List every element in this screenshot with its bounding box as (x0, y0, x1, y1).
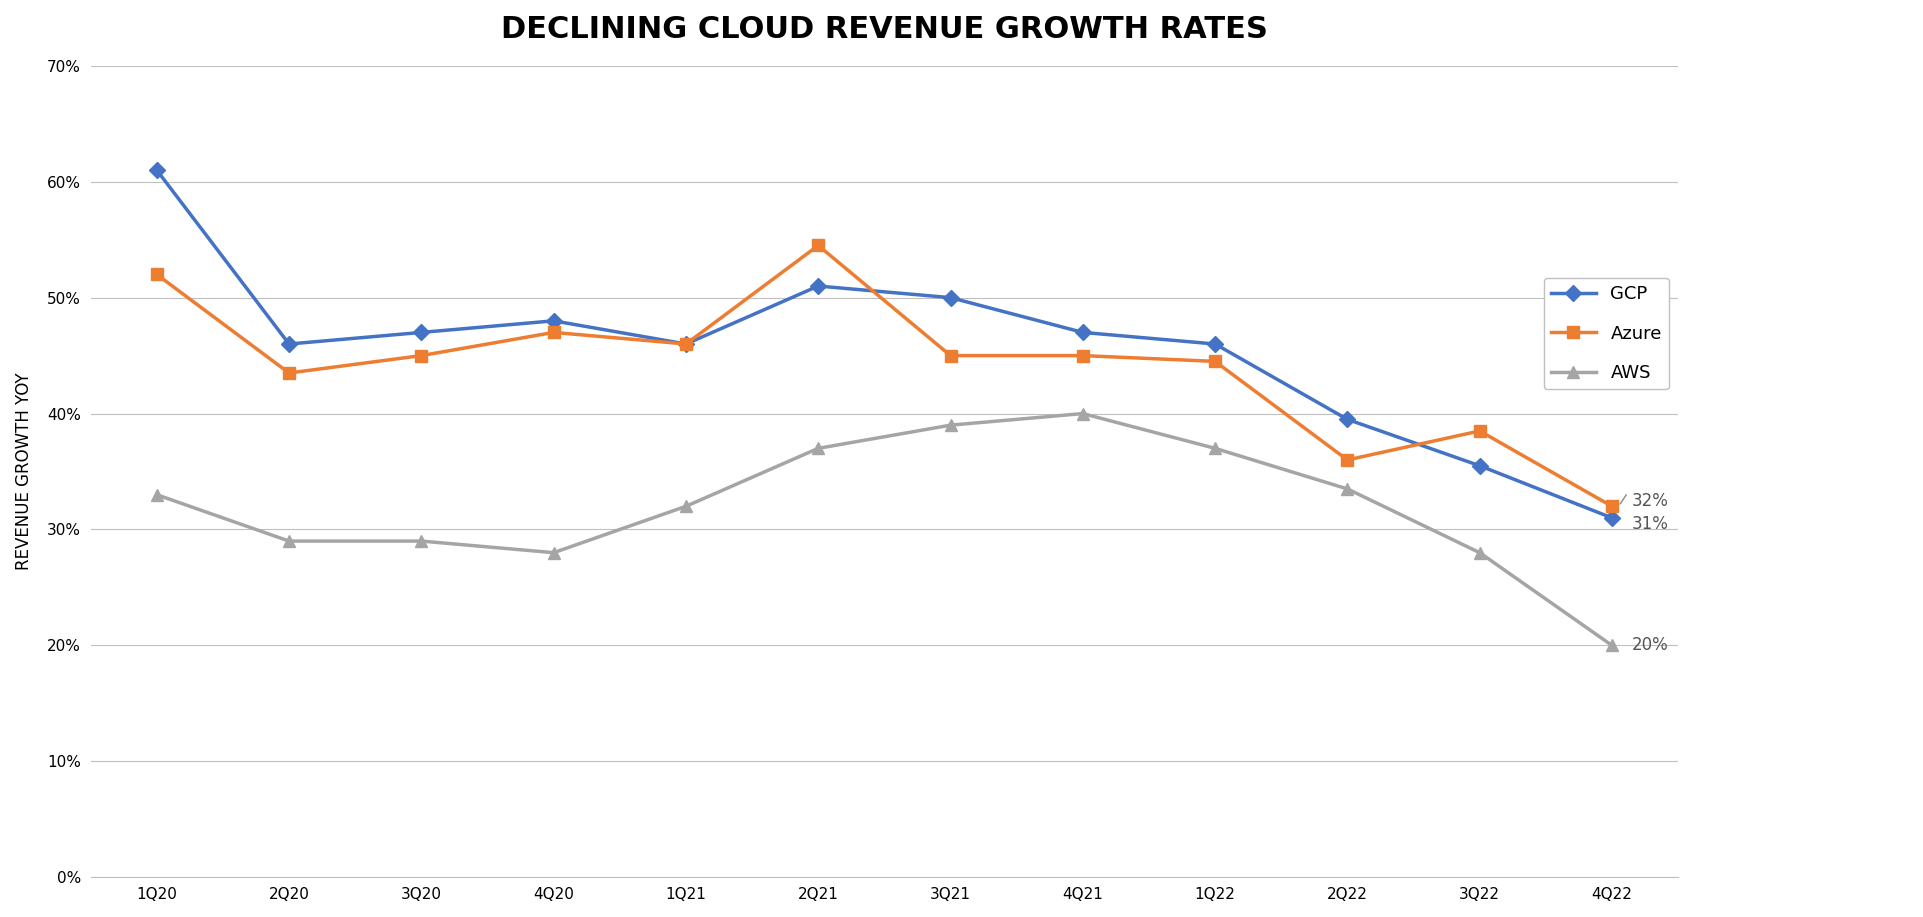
Azure (277, 368, 300, 379)
GCP (410, 327, 433, 338)
Azure (1204, 356, 1227, 367)
AWS (277, 536, 300, 547)
GCP (144, 165, 167, 176)
GCP (1071, 327, 1094, 338)
Azure (1467, 425, 1490, 436)
AWS (1071, 408, 1094, 419)
GCP (1335, 414, 1358, 425)
Legend: GCP, Azure, AWS: GCP, Azure, AWS (1542, 278, 1669, 390)
GCP (938, 293, 962, 304)
Text: 32%: 32% (1631, 492, 1667, 510)
GCP (542, 315, 565, 326)
GCP (1204, 338, 1227, 349)
Title: DECLINING CLOUD REVENUE GROWTH RATES: DECLINING CLOUD REVENUE GROWTH RATES (500, 15, 1267, 44)
Y-axis label: REVENUE GROWTH YOY: REVENUE GROWTH YOY (15, 372, 33, 570)
Azure (144, 269, 167, 280)
Text: 31%: 31% (1631, 514, 1667, 533)
Azure (1071, 350, 1094, 361)
AWS (1204, 443, 1227, 454)
AWS (675, 501, 698, 512)
Azure (542, 327, 565, 338)
Line: AWS: AWS (152, 408, 1617, 651)
AWS (806, 443, 829, 454)
Text: 20%: 20% (1631, 636, 1667, 655)
Azure (1335, 455, 1358, 466)
AWS (938, 420, 962, 431)
GCP (1600, 513, 1623, 524)
GCP (806, 281, 829, 292)
GCP (675, 338, 698, 349)
GCP (277, 338, 300, 349)
Line: Azure: Azure (152, 240, 1617, 512)
Azure (806, 240, 829, 251)
AWS (1600, 640, 1623, 651)
AWS (1467, 547, 1490, 558)
AWS (410, 536, 433, 547)
Line: GCP: GCP (152, 164, 1617, 524)
Azure (675, 338, 698, 349)
GCP (1467, 460, 1490, 471)
AWS (542, 547, 565, 558)
Azure (1600, 501, 1623, 512)
AWS (1335, 483, 1358, 494)
AWS (144, 489, 167, 500)
Azure (410, 350, 433, 361)
Azure (938, 350, 962, 361)
